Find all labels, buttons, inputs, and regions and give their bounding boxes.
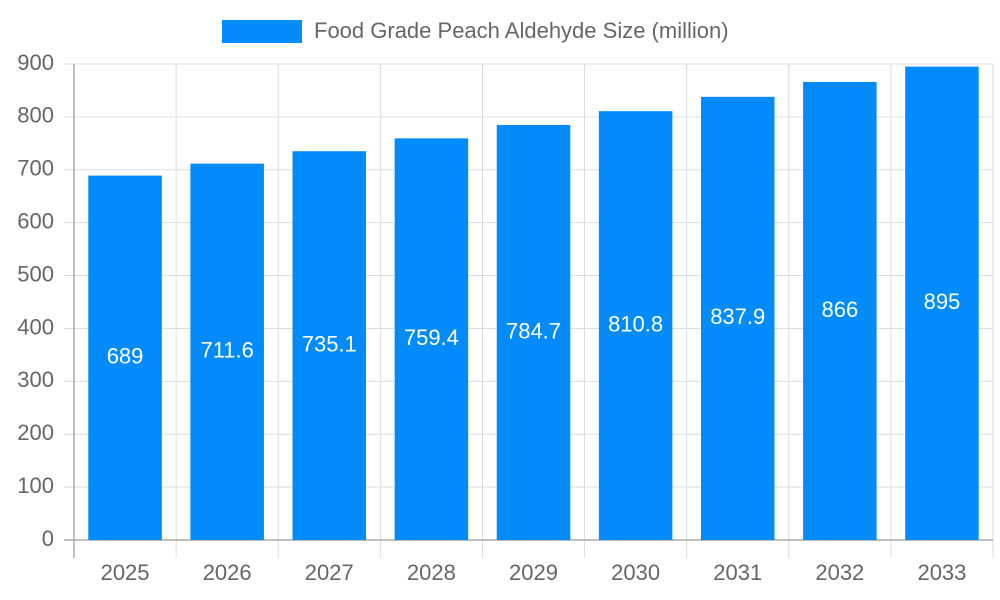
value-label: 810.8 [608, 311, 663, 336]
value-label: 895 [924, 289, 961, 314]
x-tick-label: 2030 [611, 560, 660, 585]
bar [905, 66, 979, 541]
x-tick-label: 2028 [407, 560, 456, 585]
x-tick-label: 2032 [815, 560, 864, 585]
legend-label: Food Grade Peach Aldehyde Size (million) [314, 18, 729, 43]
bar [190, 163, 264, 540]
x-tick-label: 2029 [509, 560, 558, 585]
y-tick-label: 200 [17, 420, 54, 445]
x-tick-label: 2033 [917, 560, 966, 585]
y-tick-label: 0 [42, 526, 54, 551]
x-tick-label: 2026 [203, 560, 252, 585]
x-tick-label: 2025 [101, 560, 150, 585]
y-tick-label: 400 [17, 314, 54, 339]
bar [394, 138, 469, 541]
value-label: 866 [821, 297, 858, 322]
y-tick-label: 500 [17, 261, 54, 286]
x-tick-label: 2027 [305, 560, 354, 585]
bar [88, 175, 162, 540]
y-tick-label: 800 [17, 103, 54, 128]
y-tick-label: 100 [17, 473, 54, 498]
bar [292, 151, 367, 540]
value-label: 735.1 [302, 331, 357, 356]
value-label: 759.4 [404, 325, 459, 350]
value-label: 837.9 [710, 304, 765, 329]
legend-swatch [222, 20, 302, 43]
value-label: 689 [107, 344, 144, 369]
y-tick-label: 600 [17, 208, 54, 233]
bar [700, 96, 775, 541]
bar [598, 111, 673, 541]
y-tick-label: 300 [17, 367, 54, 392]
value-label: 784.7 [506, 318, 561, 343]
x-tick-label: 2031 [713, 560, 762, 585]
value-label: 711.6 [200, 338, 253, 363]
bar [803, 81, 877, 540]
bar [496, 124, 571, 540]
y-tick-label: 900 [17, 50, 54, 75]
y-tick-label: 700 [17, 156, 54, 181]
